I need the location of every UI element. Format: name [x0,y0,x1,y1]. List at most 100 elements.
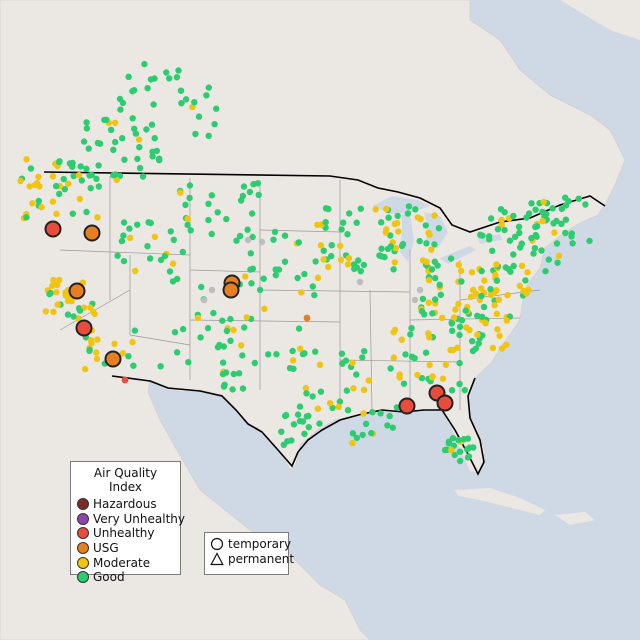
station-marker[interactable] [458,278,465,285]
station-marker[interactable] [282,411,290,419]
station-marker[interactable] [82,365,89,373]
station-marker[interactable] [481,277,488,284]
station-marker[interactable] [139,173,147,180]
station-marker[interactable] [208,230,215,238]
station-marker[interactable] [447,346,454,354]
station-marker[interactable] [549,205,556,212]
station-marker[interactable] [113,176,120,184]
station-marker[interactable] [247,250,254,257]
station-marker[interactable] [456,323,464,330]
station-marker[interactable] [455,436,462,444]
station-marker[interactable] [539,217,546,225]
station-marker[interactable] [302,384,310,392]
station-marker[interactable] [411,296,419,304]
station-marker[interactable] [171,329,179,336]
station-marker[interactable] [144,243,151,250]
station-marker[interactable] [178,100,185,107]
station-marker[interactable] [498,345,506,352]
station-marker[interactable] [148,121,156,128]
station-marker[interactable] [294,274,301,282]
station-marker[interactable] [463,324,470,331]
station-marker[interactable] [214,344,222,351]
station-marker[interactable] [281,258,289,265]
station-marker[interactable] [423,258,430,265]
station-marker[interactable] [170,236,177,243]
station-marker[interactable] [428,266,436,273]
station-marker[interactable] [448,387,456,394]
station-marker[interactable] [431,212,438,219]
station-marker[interactable] [34,180,41,187]
station-marker[interactable] [54,301,61,308]
station-marker[interactable] [70,172,77,180]
station-marker[interactable] [214,209,221,216]
station-marker[interactable] [179,325,187,333]
station-marker[interactable] [314,405,321,412]
station-marker[interactable] [182,201,189,208]
station-marker[interactable] [126,225,133,232]
station-marker[interactable] [494,326,501,333]
station-marker[interactable] [194,314,202,322]
station-marker[interactable] [357,205,364,212]
station-marker[interactable] [425,277,433,284]
station-marker[interactable] [456,380,463,388]
station-marker[interactable] [83,165,90,172]
station-marker[interactable] [208,192,215,199]
station-marker[interactable] [436,281,443,288]
station-marker[interactable] [432,274,439,282]
station-marker[interactable] [486,236,493,243]
station-marker[interactable] [328,242,335,249]
station-marker[interactable] [407,331,414,338]
station-marker[interactable] [447,255,455,262]
station-marker[interactable] [493,277,501,284]
station-marker[interactable] [435,225,443,232]
station-marker[interactable] [385,214,392,221]
station-marker[interactable] [136,144,143,151]
station-marker[interactable] [510,251,517,258]
station-marker[interactable] [422,222,429,229]
station-marker[interactable] [93,175,100,182]
station-marker[interactable] [377,410,384,417]
station-marker[interactable] [494,226,502,233]
station-marker[interactable] [343,387,350,394]
station-marker[interactable] [457,267,465,275]
station-marker[interactable] [309,393,316,400]
station-marker[interactable] [414,371,421,379]
station-marker[interactable] [289,347,296,355]
station-marker[interactable] [522,277,529,284]
station-marker[interactable] [210,309,217,317]
station-marker[interactable] [322,219,329,226]
station-marker[interactable] [345,255,353,262]
station-marker[interactable] [562,229,569,237]
station-marker[interactable] [372,206,379,213]
station-marker[interactable] [179,248,186,256]
station-marker[interactable] [565,198,572,205]
station-marker[interactable] [422,349,430,356]
station-marker[interactable] [360,386,368,393]
station-marker[interactable] [456,448,464,455]
station-marker[interactable] [518,240,525,247]
station-marker[interactable] [442,361,450,368]
station-marker[interactable] [186,194,193,202]
station-marker[interactable] [107,126,115,133]
station-marker[interactable] [395,228,402,235]
station-marker[interactable] [301,270,308,278]
station-marker[interactable] [337,242,344,250]
station-marker[interactable] [222,369,230,376]
station-marker[interactable] [251,359,258,367]
station-marker[interactable] [147,76,155,83]
station-marker[interactable] [365,377,372,384]
station-marker[interactable] [186,182,194,189]
station-marker[interactable] [111,340,118,347]
station-marker[interactable] [455,300,462,308]
station-marker[interactable] [203,92,210,99]
station-marker[interactable] [169,260,177,267]
station-marker[interactable] [62,292,69,299]
station-marker[interactable] [411,355,418,362]
station-marker[interactable] [353,434,361,442]
station-marker[interactable] [86,172,93,179]
station-marker[interactable] [543,210,550,218]
station-marker[interactable] [290,365,297,372]
station-marker[interactable] [258,238,266,246]
station-marker[interactable] [528,200,535,207]
station-marker[interactable] [394,212,401,220]
